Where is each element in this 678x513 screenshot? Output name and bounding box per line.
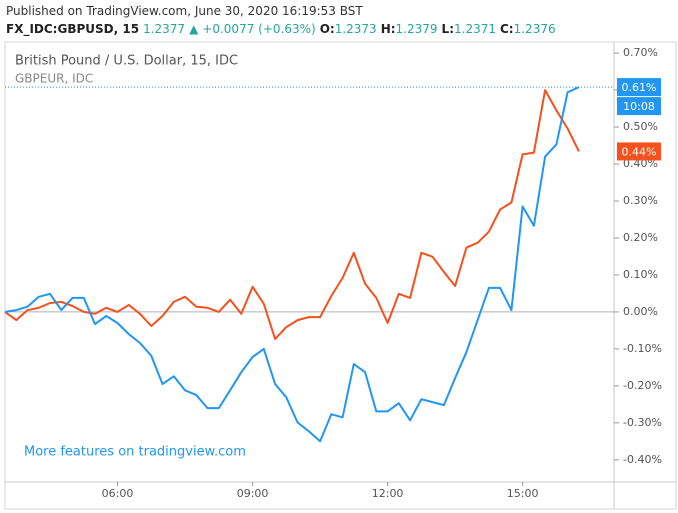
series-line <box>4 86 580 443</box>
ohlc-item: H:1.2379 <box>381 22 438 36</box>
x-tick-label: 12:00 <box>372 487 404 500</box>
ohlc-item: O:1.2373 <box>320 22 377 36</box>
last-value-badge <box>617 78 661 97</box>
last-price: 1.2377 <box>143 22 186 36</box>
x-tick-label: 09:00 <box>237 487 269 500</box>
symbol: FX_IDC:GBPUSD, 15 <box>6 22 140 36</box>
frame <box>4 41 677 510</box>
watermark: More features on tradingview.com <box>24 445 246 460</box>
y-tick-label: 0.30% <box>623 194 658 207</box>
y-tick-label: -0.40% <box>623 453 662 466</box>
last-value-label: 0.61% <box>622 81 657 94</box>
y-tick-label: -0.30% <box>623 416 662 429</box>
y-tick-label: 0.00% <box>623 305 658 318</box>
x-tick-label: 15:00 <box>507 487 539 500</box>
y-tick-label: 0.20% <box>623 231 658 244</box>
y-tick-label: 0.50% <box>623 120 658 133</box>
y-tick-label: -0.10% <box>623 342 662 355</box>
ohlc-label: H: <box>380 22 396 36</box>
ohlc-item: L:1.2371 <box>442 22 496 36</box>
last-value-badge <box>617 142 661 161</box>
last-value-label: 0.44% <box>622 145 657 158</box>
ohlc-item: C:1.2376 <box>500 22 556 36</box>
ohlc-value: 1.2373 <box>334 22 377 36</box>
legend-entry: GBPEUR, IDC <box>15 72 93 86</box>
legend-entry: British Pound / U.S. Dollar, 15, IDC <box>15 54 238 69</box>
symbol-line: FX_IDC:GBPUSD, 15 1.2377 ▲ +0.0077 (+0.6… <box>6 22 556 36</box>
change: +0.0077 (+0.63%) <box>202 22 316 36</box>
ohlc-label: L: <box>441 22 454 36</box>
published-line: Published on TradingView.com, June 30, 2… <box>6 4 363 18</box>
ohlc-label: C: <box>500 22 514 36</box>
change-arrow: ▲ <box>189 22 199 36</box>
ohlc-value: 1.2371 <box>454 22 496 36</box>
series-line <box>4 89 580 340</box>
x-tick-label: 06:00 <box>102 487 134 500</box>
y-tick-label: 0.70% <box>623 46 658 59</box>
y-tick-label: -0.20% <box>623 379 662 392</box>
countdown-badge <box>617 97 661 116</box>
ohlc-label: O: <box>319 22 335 36</box>
y-tick-label: 0.10% <box>623 268 658 281</box>
countdown: 10:08 <box>623 100 655 113</box>
ohlc-value: 1.2376 <box>513 22 556 36</box>
ohlc-value: 1.2379 <box>395 22 438 36</box>
